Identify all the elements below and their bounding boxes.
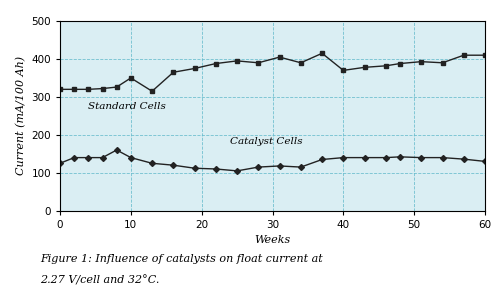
Text: Figure 1: Influence of catalysts on float current at: Figure 1: Influence of catalysts on floa…	[40, 254, 323, 264]
Text: Standard Cells: Standard Cells	[88, 102, 166, 111]
Text: Catalyst Cells: Catalyst Cells	[230, 137, 302, 146]
Text: 2.27 V/cell and 32°C.: 2.27 V/cell and 32°C.	[40, 275, 160, 286]
X-axis label: Weeks: Weeks	[254, 235, 290, 245]
Y-axis label: Current (mA/100 Ah): Current (mA/100 Ah)	[16, 56, 26, 175]
